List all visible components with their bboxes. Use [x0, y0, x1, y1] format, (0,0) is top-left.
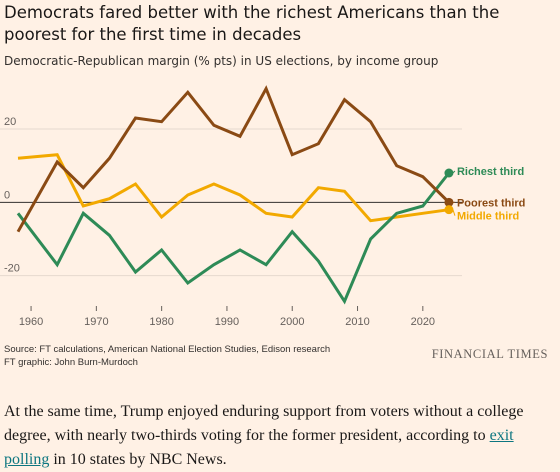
series-line-richest-third [16, 172, 451, 305]
x-tick-label: 1990 [215, 316, 239, 328]
article-paragraph: At the same time, Trump enjoyed enduring… [4, 400, 556, 472]
x-tick-label: 1960 [19, 316, 43, 328]
end-marker-middle-third [444, 205, 454, 215]
end-marker-poorest-third [444, 197, 454, 207]
chart-title: Democrats fared better with the richest … [4, 3, 500, 44]
series-line-poorest-third [16, 85, 450, 233]
x-tick-label: 1980 [149, 316, 173, 328]
y-tick-label: -20 [4, 263, 20, 275]
series-line-middle-third [17, 153, 450, 223]
article-text-before: At the same time, Trump enjoyed enduring… [4, 403, 524, 444]
x-tick-label: 2010 [345, 316, 369, 328]
series-label: Middle third [457, 211, 519, 223]
y-tick-label: 20 [4, 116, 16, 128]
x-tick-label: 2020 [411, 316, 435, 328]
x-tick-label: 2000 [280, 316, 304, 328]
chart-subtitle: Democratic-Republican margin (% pts) in … [4, 54, 439, 68]
series-label: Richest third [457, 166, 524, 178]
y-tick-label: 0 [4, 189, 10, 201]
label-leader [452, 209, 456, 216]
ft-logo-text: FINANCIAL TIMES [431, 347, 548, 361]
source-note: Source: FT calculations, American Nation… [4, 343, 330, 369]
article-text-after: in 10 states by NBC News. [49, 451, 227, 468]
label-leader [452, 170, 456, 174]
line-chart: -20 0 20 1960 1970 1980 1990 2000 2010 2020 Riches… [0, 85, 525, 328]
graphic-credit: FT graphic: John Burn-Murdoch [4, 357, 138, 368]
x-tick-label: 1970 [84, 316, 108, 328]
source-line: Source: FT calculations, American Nation… [4, 344, 331, 355]
series-label: Poorest third [457, 197, 525, 209]
end-marker-richest-third [444, 168, 454, 178]
exit-polling-link[interactable]: exit polling [4, 427, 514, 468]
